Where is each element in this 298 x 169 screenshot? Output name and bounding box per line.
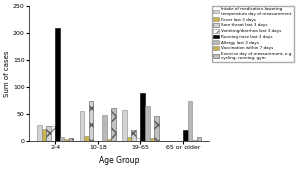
Bar [197, 137, 201, 141]
Bar [46, 126, 51, 141]
X-axis label: Age Group: Age Group [99, 156, 139, 165]
Bar [136, 138, 140, 141]
Bar [192, 140, 197, 141]
Bar [122, 110, 127, 141]
Bar [140, 93, 145, 141]
Bar [188, 101, 192, 141]
Bar [107, 139, 111, 141]
Bar [55, 28, 60, 141]
Bar [60, 137, 64, 141]
Bar [127, 137, 131, 141]
Bar [150, 138, 154, 141]
Bar [154, 116, 159, 141]
Bar [64, 139, 69, 141]
Bar [37, 125, 42, 141]
Bar [80, 111, 84, 141]
Y-axis label: Sum of cases: Sum of cases [4, 50, 10, 97]
Bar [183, 130, 188, 141]
Bar [51, 126, 55, 141]
Bar [89, 101, 93, 141]
Bar [42, 129, 46, 141]
Bar [131, 130, 136, 141]
Bar [69, 138, 73, 141]
Bar [102, 115, 107, 141]
Legend: Intake of medication-lowering
temperature day of measurement, Fever last 3 days,: Intake of medication-lowering temperatur… [212, 6, 294, 62]
Bar [145, 106, 150, 141]
Bar [111, 108, 116, 141]
Bar [84, 136, 89, 141]
